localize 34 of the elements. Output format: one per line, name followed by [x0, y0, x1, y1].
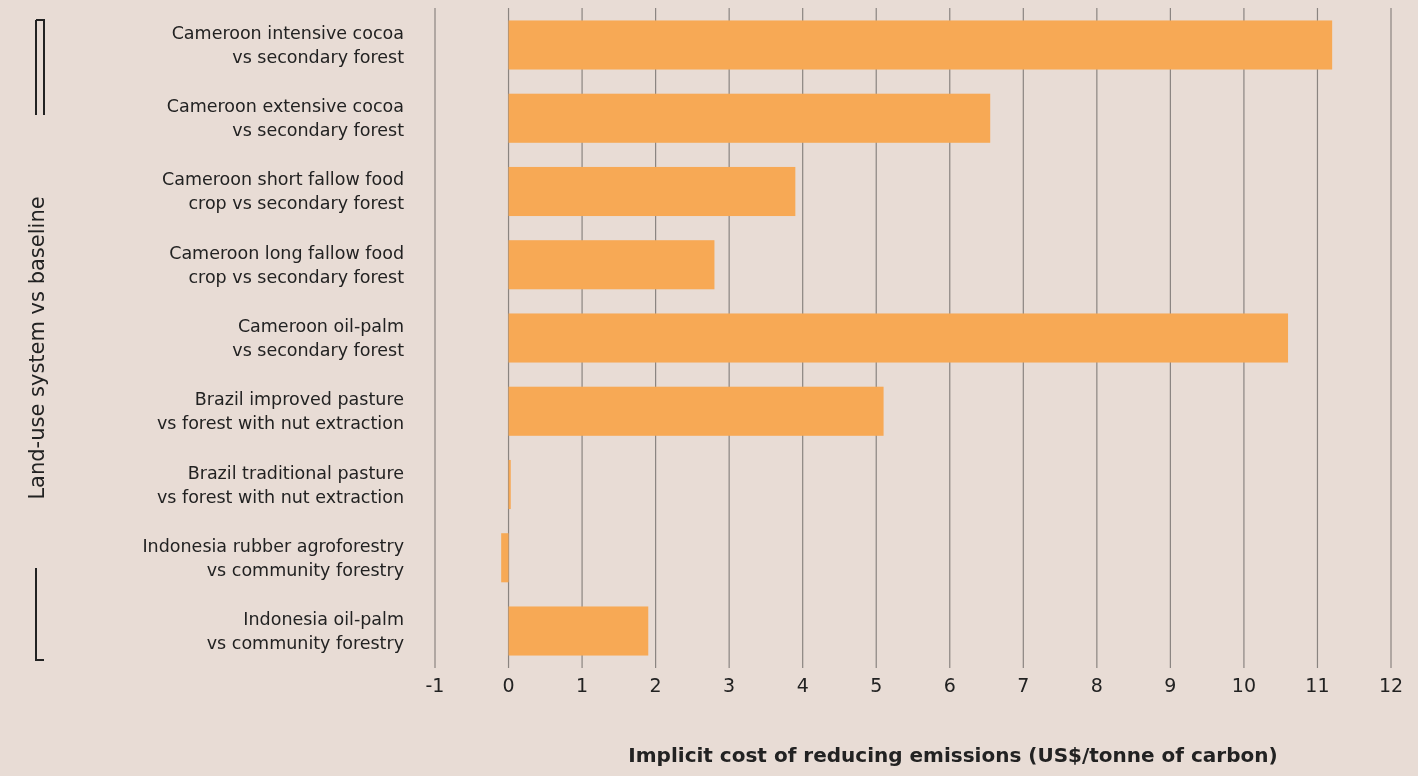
y-tick-label: Cameroon short fallow food crop vs secondary forest: [161, 169, 405, 214]
bar: [508, 313, 1289, 363]
bar: [508, 459, 511, 510]
x-axis-title: Implicit cost of reducing emissions (US$/tonne of carbon): [628, 743, 1278, 767]
y-tick-label: Cameroon oil-palm vs secondary forest: [232, 316, 405, 360]
y-tick-label: Brazil improved pasture vs forest with nut extraction: [156, 389, 404, 434]
bar: [508, 386, 884, 436]
bar: [508, 20, 1333, 70]
y-tick-label: Brazil traditional pasture vs forest with nut extraction: [156, 462, 404, 507]
x-tick-label: 2: [649, 674, 662, 696]
y-tick-label: Indonesia rubber agroforestry vs community forestry: [142, 535, 404, 580]
y-tick-label: Cameroon intensive cocoa vs secondary forest: [171, 22, 405, 67]
x-tick-label: 11: [1305, 674, 1330, 696]
x-tick-label: 0: [502, 674, 515, 696]
x-tick-label: 7: [1017, 674, 1030, 696]
x-tick-label: 4: [796, 674, 809, 696]
x-tick-label: 3: [723, 674, 736, 696]
bar: [508, 93, 991, 143]
x-tick-label: 5: [870, 674, 883, 696]
bar: [508, 606, 649, 656]
y-tick-label: Cameroon extensive cocoa vs secondary forest: [166, 96, 405, 141]
x-tick-label: 10: [1231, 674, 1257, 696]
bar: [508, 240, 715, 290]
y-tick-label: Indonesia oil-palm vs community forestry: [206, 609, 404, 654]
x-tick-label: 9: [1164, 674, 1177, 696]
y-tick-label: Cameroon long fallow food crop vs secondary forest: [169, 242, 405, 287]
x-tick-label: 6: [943, 674, 956, 696]
x-tick-label: 8: [1090, 674, 1103, 696]
bar: [508, 166, 796, 217]
bar: [501, 533, 509, 583]
x-tick-label: 1: [576, 674, 589, 696]
x-tick-label: 12: [1378, 674, 1404, 696]
y-axis-title: Land-use system vs baseline: [25, 196, 49, 500]
x-tick-label: -1: [425, 674, 445, 696]
